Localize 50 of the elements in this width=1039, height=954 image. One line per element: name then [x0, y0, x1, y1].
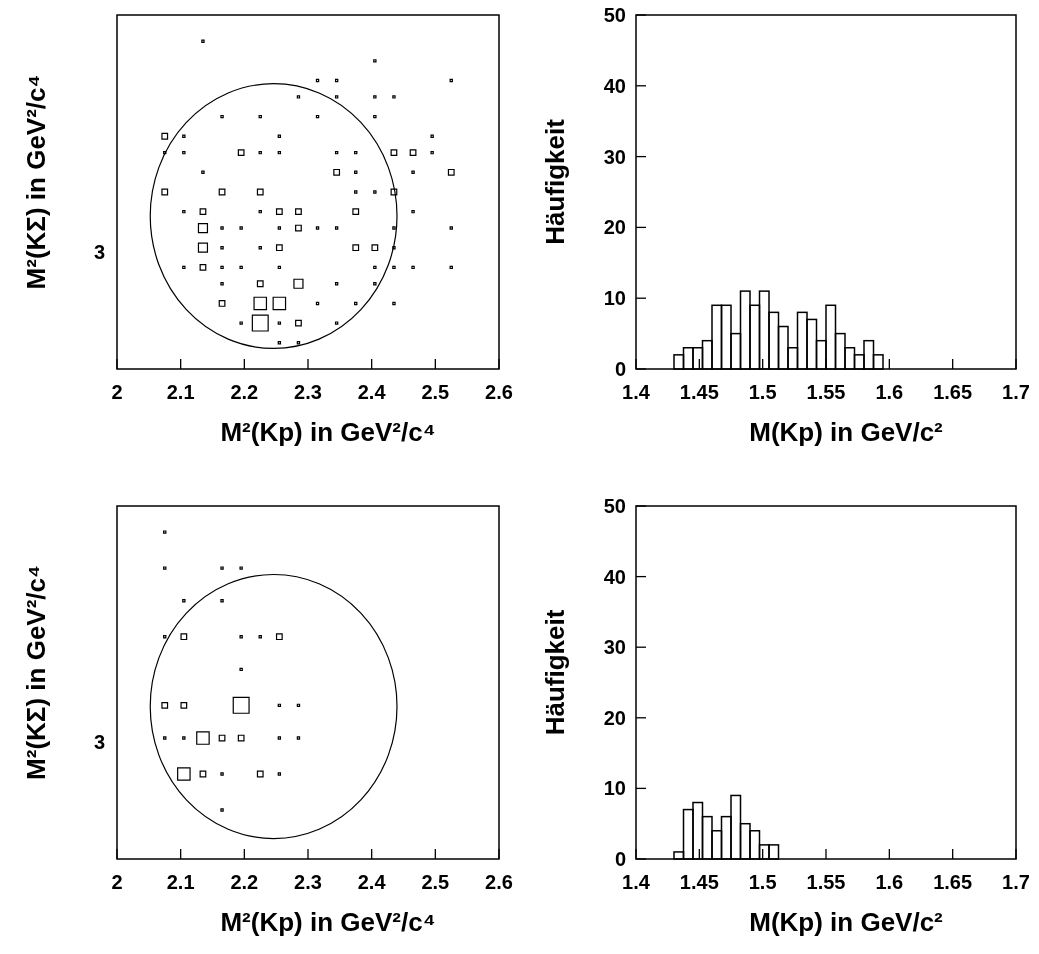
text: 3 [93, 240, 105, 263]
y-tick-label: 40 [603, 565, 626, 588]
y-tick-label: 0 [614, 358, 626, 380]
x-tick-label: 2.5 [421, 871, 450, 893]
x-tick-label: 2 [111, 381, 123, 403]
x-tick-label: 1.4 [622, 381, 651, 403]
y-tick-label: 50 [603, 495, 626, 517]
x-tick-label: 2.2 [230, 871, 259, 893]
x-tick-label: 2.5 [421, 381, 450, 403]
x-tick-label: 2.2 [230, 381, 259, 403]
y-axis-title: M²(KΣ) in GeV²/c⁴ [21, 565, 51, 780]
x-tick-label: 2.6 [485, 871, 513, 893]
x-tick-label: 1.6 [875, 381, 904, 403]
x-axis-title: M(Kp) in GeV/c² [749, 417, 944, 447]
x-tick-label: 1.65 [933, 871, 973, 893]
y-tick-label: 20 [603, 216, 626, 239]
x-tick-label: 1.55 [806, 871, 846, 893]
y-axis-title: Häufigkeit [540, 609, 570, 736]
x-tick-label: 1.4 [622, 871, 651, 893]
x-tick-label: 2.3 [294, 871, 322, 893]
y-tick-label: 0 [614, 848, 626, 870]
x-tick-label: 1.5 [748, 871, 777, 893]
x-axis-title: M(Kp) in GeV/c² [749, 907, 944, 937]
x-tick-label: 2.4 [357, 381, 387, 403]
x-tick-label: 2.4 [357, 871, 387, 893]
y-tick-label: 20 [603, 706, 626, 729]
x-tick-label: 2.6 [485, 381, 513, 403]
x-tick-label: 1.65 [933, 381, 973, 403]
x-axis-title: M²(Kp) in GeV²/c⁴ [220, 417, 436, 447]
x-tick-label: 1.7 [1002, 871, 1030, 893]
x-tick-label: 2 [111, 871, 123, 893]
y-tick-label: 30 [603, 145, 626, 168]
x-tick-label: 1.45 [679, 871, 719, 893]
y-tick-label: 10 [603, 287, 626, 310]
y-tick-label: 30 [603, 636, 626, 659]
x-tick-label: 1.5 [748, 381, 777, 403]
x-tick-label: 1.6 [875, 871, 904, 893]
y-tick-label: 10 [603, 777, 626, 800]
x-tick-label: 1.55 [806, 381, 846, 403]
y-axis-title: Häufigkeit [540, 118, 570, 245]
text: 3 [93, 731, 105, 754]
y-axis-title: M²(KΣ) in GeV²/c⁴ [21, 74, 51, 290]
x-axis-title: M²(Kp) in GeV²/c⁴ [220, 907, 436, 937]
x-tick-label: 1.7 [1002, 381, 1030, 403]
x-tick-label: 2.3 [294, 381, 322, 403]
y-tick-label: 50 [603, 4, 626, 26]
x-tick-label: 2.1 [166, 381, 195, 403]
x-tick-label: 1.45 [679, 381, 719, 403]
y-tick-label: 40 [603, 74, 626, 97]
x-tick-label: 2.1 [166, 871, 195, 893]
